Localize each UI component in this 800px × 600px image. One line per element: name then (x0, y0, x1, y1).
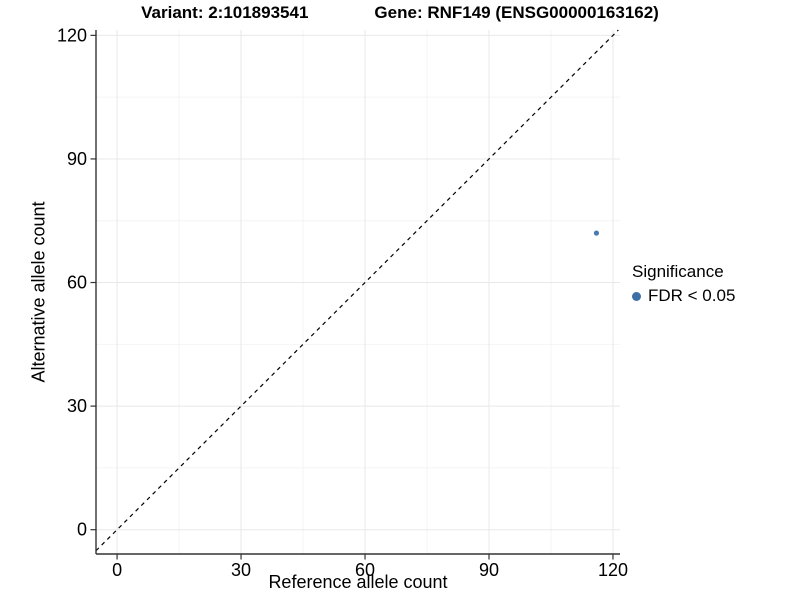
legend-item-label: FDR < 0.05 (648, 286, 736, 305)
x-axis-title: Reference allele count (268, 572, 448, 592)
variant-title: Variant: 2:101893541 (141, 3, 309, 22)
x-tick-label: 30 (231, 560, 251, 580)
y-tick-label: 90 (67, 149, 87, 169)
x-tick-label: 90 (479, 560, 499, 580)
data-point (593, 230, 600, 236)
legend-point-marker (632, 291, 641, 301)
gene-title: Gene: RNF149 (ENSG00000163162) (374, 3, 659, 22)
plot-title: Variant: 2:101893541 Gene: RNF149 (ENSG0… (0, 3, 800, 23)
y-axis-title: Alternative allele count (28, 201, 49, 383)
legend: Significance FDR < 0.05 (632, 262, 735, 306)
legend-item: FDR < 0.05 (632, 286, 735, 306)
y-tick-label: 60 (67, 273, 87, 293)
x-tick-label: 120 (598, 560, 628, 580)
y-tick-label: 0 (77, 520, 87, 540)
y-tick-label: 120 (57, 25, 87, 45)
legend-title: Significance (632, 262, 724, 281)
x-tick-label: 0 (112, 560, 122, 580)
identity-line (95, 29, 619, 552)
y-tick-label: 30 (67, 396, 87, 416)
x-tick-label: 60 (355, 560, 375, 580)
